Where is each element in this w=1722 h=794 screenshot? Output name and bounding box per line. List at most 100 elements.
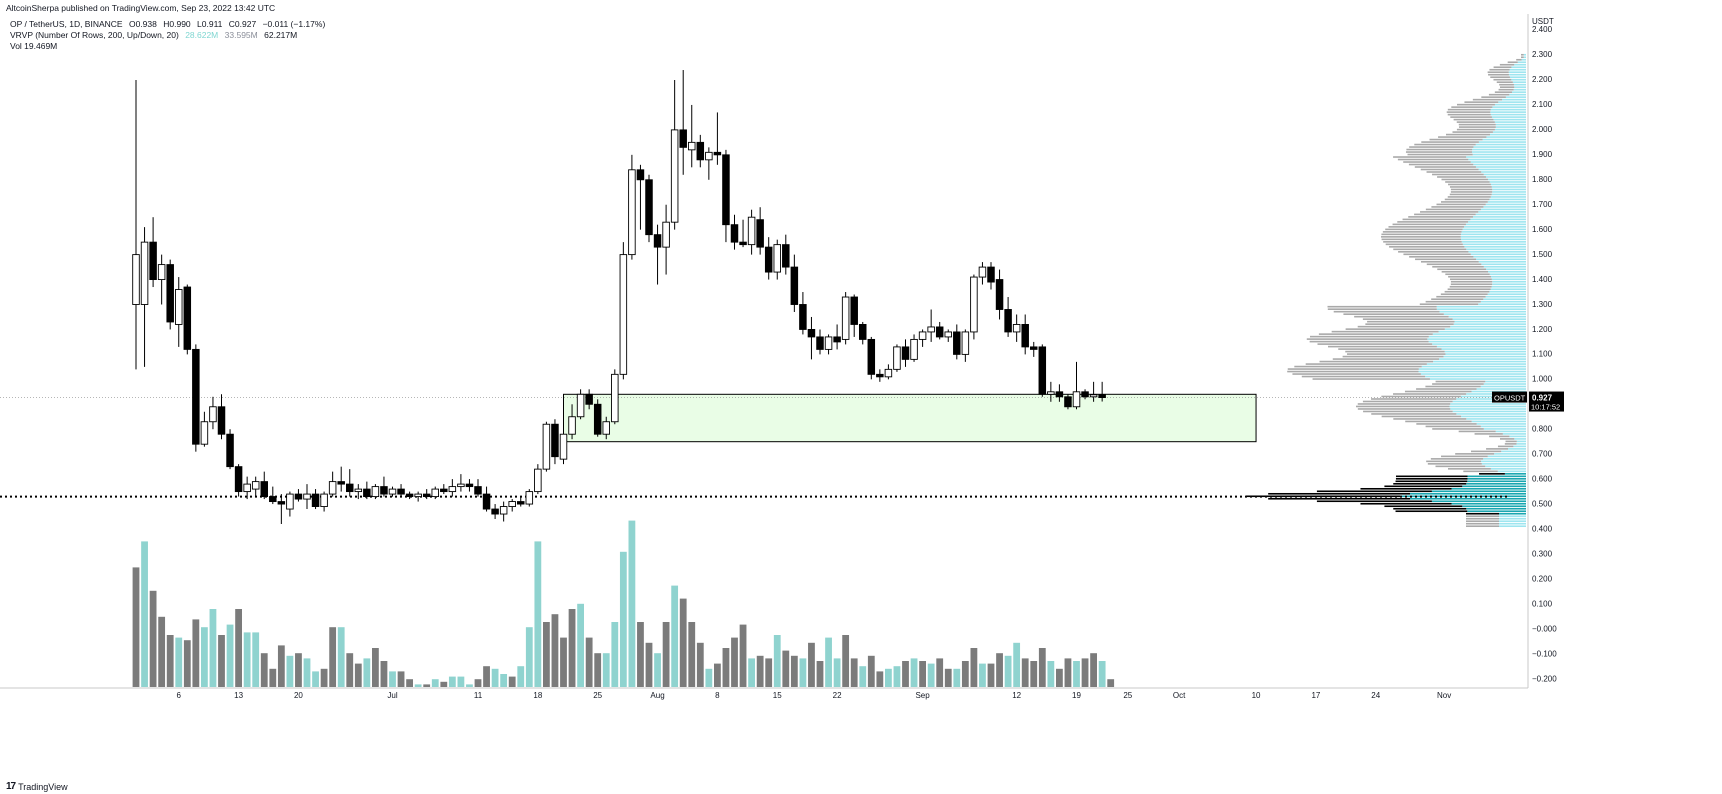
vrvp-up-bar [1449, 405, 1526, 408]
vrvp-up-bar [1497, 470, 1526, 473]
candle-body [474, 486, 482, 495]
x-tick-label: 12 [1012, 691, 1021, 700]
vrvp-up-bar [1512, 81, 1526, 83]
vrvp-down-bar [1319, 360, 1434, 363]
volume-bar [799, 658, 807, 687]
vrvp-up-bar [1466, 418, 1526, 420]
vrvp-down-bar [1294, 365, 1422, 368]
volume-bar [808, 642, 815, 687]
volume-bar [790, 655, 798, 687]
candle-body [824, 336, 833, 350]
volume-bar [585, 637, 593, 687]
vrvp-down-bar [1393, 507, 1467, 510]
vrvp-down-bar [1409, 256, 1474, 258]
volume-bar [209, 609, 217, 687]
candle-body [645, 179, 653, 236]
candle-body [508, 501, 516, 507]
x-tick-label: 25 [593, 691, 602, 700]
candle-body [157, 264, 166, 281]
vrvp-up-bar [1454, 320, 1526, 323]
vrvp-up-bar [1451, 502, 1526, 505]
vrvp-down-bar [1426, 171, 1482, 173]
y-tick-label: 1.200 [1532, 325, 1553, 334]
candle-body [337, 481, 345, 485]
vrvp-up-bar [1466, 248, 1526, 251]
y-tick-label: −0.100 [1532, 650, 1557, 659]
vrvp-down-bar [1338, 348, 1442, 350]
candle-body [688, 141, 696, 151]
vrvp-up-bar [1483, 458, 1526, 460]
volume-bar [483, 666, 490, 687]
vrvp-up-bar [1517, 61, 1526, 64]
vrvp-down-bar [1466, 512, 1499, 515]
vrvp-up-bar [1467, 480, 1526, 483]
vrvp-up-bar [1467, 475, 1526, 478]
vrvp-up-bar [1418, 370, 1526, 373]
vrvp-down-bar [1342, 355, 1444, 358]
vrvp-up-bar [1462, 243, 1526, 246]
symbol-tag-text: OPUSDT [1494, 394, 1526, 403]
vrvp-down-bar [1471, 450, 1502, 453]
y-tick-label: 1.700 [1532, 200, 1553, 209]
candle-body [363, 488, 371, 498]
vrvp-up-bar [1490, 288, 1526, 291]
vrvp-up-bar [1476, 258, 1526, 261]
vrvp-down-bar [1385, 228, 1463, 231]
candle-body [773, 244, 782, 273]
vrvp-up-bar [1466, 156, 1526, 158]
volume-bar [1107, 679, 1115, 687]
vrvp-up-bar [1483, 428, 1526, 430]
candle-body [764, 246, 773, 273]
candle-body [568, 416, 576, 435]
vrvp-up-bar [1491, 285, 1526, 288]
volume-bar [440, 681, 448, 687]
volume-bar [303, 658, 311, 687]
vrvp-up-bar [1448, 315, 1526, 318]
vrvp-down-bar [1312, 378, 1430, 380]
support-zone[interactable] [563, 393, 1257, 443]
vrvp-row: VRVP (Number Of Rows, 200, Up/Down, 20) … [10, 30, 329, 41]
volume-bar [885, 668, 892, 687]
vrvp-down-bar [1309, 340, 1429, 343]
volume-bar [970, 648, 978, 687]
vrvp-down-bar [1450, 283, 1493, 286]
vrvp-down-bar [1403, 253, 1471, 256]
vrvp-down-bar [1438, 136, 1487, 138]
tradingview-footer[interactable]: 17 TradingView [6, 781, 68, 792]
vrvp-up-bar [1443, 355, 1526, 358]
volume-bar [312, 671, 319, 687]
vrvp-up-bar [1450, 325, 1526, 328]
vrvp-up-bar [1483, 265, 1526, 268]
volume-bar [1064, 658, 1072, 687]
volume-bar [183, 640, 191, 687]
vrvp-down-bar [1498, 88, 1514, 91]
candle-body [414, 493, 422, 498]
vrvp-down-bar [1440, 293, 1488, 296]
vrvp-up-bar [1452, 400, 1526, 403]
volume-bar [192, 619, 200, 687]
vrvp-down-bar [1362, 400, 1453, 403]
candle-body [953, 331, 961, 355]
volume-bar [1098, 661, 1106, 687]
vrvp-down-bar [1397, 158, 1469, 161]
volume-bar [243, 632, 251, 687]
candle-body [551, 423, 559, 458]
x-tick-label: 10 [1252, 691, 1261, 700]
vrvp-down-bar [1425, 208, 1481, 211]
vrvp-down-bar [1327, 305, 1437, 308]
vrvp-down-bar [1432, 383, 1484, 385]
vrvp-up-bar [1485, 380, 1526, 383]
vrvp-up-bar [1470, 218, 1526, 221]
vrvp-down-bar [1345, 350, 1445, 353]
volume-bar [628, 520, 636, 687]
vrvp-up-bar [1443, 313, 1526, 315]
symbol-tag [1492, 391, 1527, 403]
vrvp-up-bar [1511, 91, 1526, 93]
vrvp-down-bar [1393, 483, 1467, 485]
candle-body [850, 296, 858, 325]
volume-bar [141, 541, 148, 687]
vrvp-up-bar [1480, 208, 1526, 211]
y-tick-label: −0.000 [1532, 625, 1557, 634]
vrvp-down-bar [1357, 408, 1451, 410]
